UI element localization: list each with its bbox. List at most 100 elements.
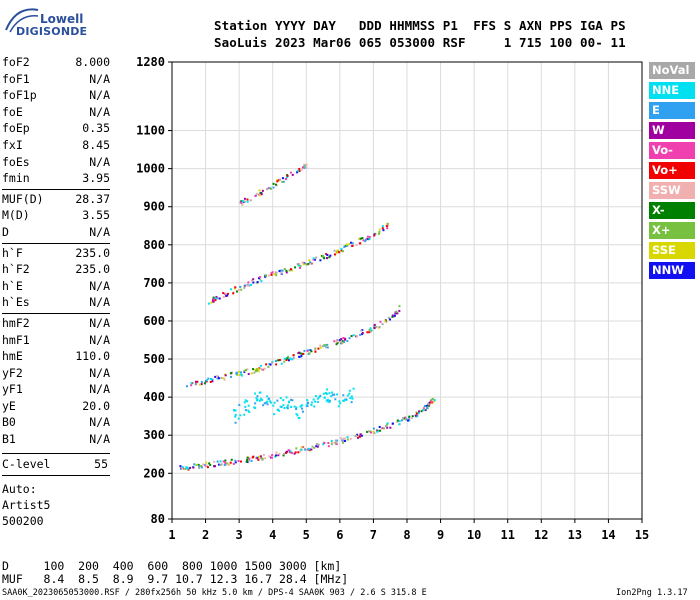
param-name: foF1p	[2, 88, 37, 103]
echo-point	[338, 400, 341, 403]
echo-point	[319, 259, 322, 262]
echo-point	[266, 188, 269, 191]
echo-point	[307, 262, 310, 265]
y-tick-label: 800	[143, 238, 165, 252]
x-tick-label: 14	[601, 528, 615, 542]
echo-point	[234, 287, 237, 290]
echo-point	[295, 413, 298, 416]
param-row: h`E N/A	[2, 279, 110, 296]
echo-point	[264, 457, 267, 460]
echo-point	[287, 404, 290, 407]
param-value: 3.95	[82, 171, 110, 186]
echo-point	[252, 278, 255, 281]
param-value: N/A	[89, 295, 110, 310]
echo-point	[384, 425, 387, 428]
echo-point	[297, 451, 300, 454]
y-tick-label: 200	[143, 466, 165, 480]
echo-point	[339, 437, 342, 440]
echo-point	[226, 294, 229, 297]
echo-point	[289, 357, 292, 360]
echo-point	[389, 426, 392, 429]
echo-point	[282, 180, 285, 183]
echo-point	[373, 323, 376, 326]
echo-point	[261, 457, 264, 460]
echo-point	[299, 265, 302, 268]
echo-point	[340, 249, 343, 252]
echo-point	[333, 253, 336, 256]
echo-point	[344, 440, 347, 443]
echo-point	[356, 433, 359, 436]
echo-point	[398, 305, 401, 308]
echo-point	[257, 370, 260, 373]
echo-point	[213, 460, 216, 463]
echo-point	[235, 290, 238, 293]
echo-point	[301, 407, 304, 410]
echo-point	[340, 248, 343, 251]
echo-point	[272, 404, 275, 407]
echo-point	[281, 269, 284, 272]
echo-point	[364, 240, 367, 243]
echo-point	[289, 171, 292, 174]
echo-point	[245, 460, 248, 463]
echo-point	[266, 395, 269, 398]
legend-item: NoVal	[649, 62, 695, 79]
echo-point	[239, 285, 242, 288]
echo-point	[234, 461, 237, 464]
echo-point	[259, 391, 262, 394]
echo-point	[246, 368, 249, 371]
echo-point	[323, 396, 326, 399]
echo-point	[327, 442, 330, 445]
echo-point	[328, 399, 331, 402]
echo-point	[256, 395, 259, 398]
y-tick-label: 300	[143, 428, 165, 442]
legend-item: SSW	[649, 182, 695, 199]
echo-point	[234, 286, 237, 289]
version-label: Ion2Png 1.3.17	[616, 588, 688, 598]
param-value: N/A	[89, 88, 110, 103]
echo-point	[217, 463, 220, 466]
echo-point	[323, 442, 326, 445]
echo-point	[269, 187, 272, 190]
echo-point	[219, 463, 222, 466]
echo-point	[244, 399, 247, 402]
echo-point	[225, 294, 228, 297]
echo-point	[306, 401, 309, 404]
echo-point	[339, 402, 342, 405]
echo-point	[216, 375, 219, 378]
echo-point	[214, 375, 217, 378]
param-name: hmF1	[2, 332, 30, 347]
echo-point	[293, 452, 296, 455]
echo-point	[372, 427, 375, 430]
echo-point	[200, 466, 203, 469]
echo-point	[398, 423, 401, 426]
echo-point	[396, 420, 399, 423]
echo-point	[234, 421, 237, 424]
echo-point	[391, 315, 394, 318]
echo-point	[345, 243, 348, 246]
echo-point	[342, 394, 345, 397]
echo-point	[360, 329, 363, 332]
echo-point	[293, 405, 296, 408]
echo-point	[296, 169, 299, 172]
echo-point	[291, 358, 294, 361]
echo-point	[209, 377, 212, 380]
legend-item: Vo-	[649, 142, 695, 159]
param-row: yE 20.0	[2, 399, 110, 416]
legend-item: NNE	[649, 82, 695, 99]
echo-point	[198, 467, 201, 470]
echo-point	[306, 399, 309, 402]
echo-point	[298, 355, 301, 358]
echo-point	[378, 326, 381, 329]
echo-point	[218, 297, 221, 300]
echo-point	[398, 420, 401, 423]
echo-point	[296, 263, 299, 266]
echo-point	[237, 459, 240, 462]
echo-point	[305, 263, 308, 266]
echo-point	[319, 394, 322, 397]
echo-point	[256, 281, 259, 284]
echo-point	[338, 339, 341, 342]
echo-point	[358, 435, 361, 438]
echo-point	[426, 404, 429, 407]
polarization-legend: NoVal NNE E W Vo- Vo+ SSW X- X+ SSE NNW	[649, 62, 695, 282]
echo-point	[222, 377, 225, 380]
